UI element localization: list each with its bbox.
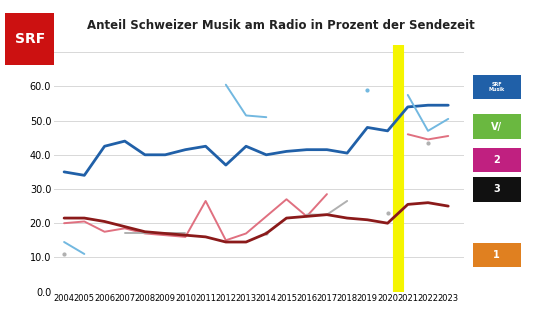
Text: 1: 1 (494, 250, 500, 260)
Text: V/: V/ (491, 122, 502, 132)
Text: SRF: SRF (15, 32, 45, 46)
Text: 2: 2 (494, 155, 500, 165)
Text: 3: 3 (494, 184, 500, 194)
Text: Anteil Schweizer Musik am Radio in Prozent der Sendezeit: Anteil Schweizer Musik am Radio in Proze… (87, 19, 475, 32)
Text: SRF
Musik: SRF Musik (489, 82, 505, 92)
